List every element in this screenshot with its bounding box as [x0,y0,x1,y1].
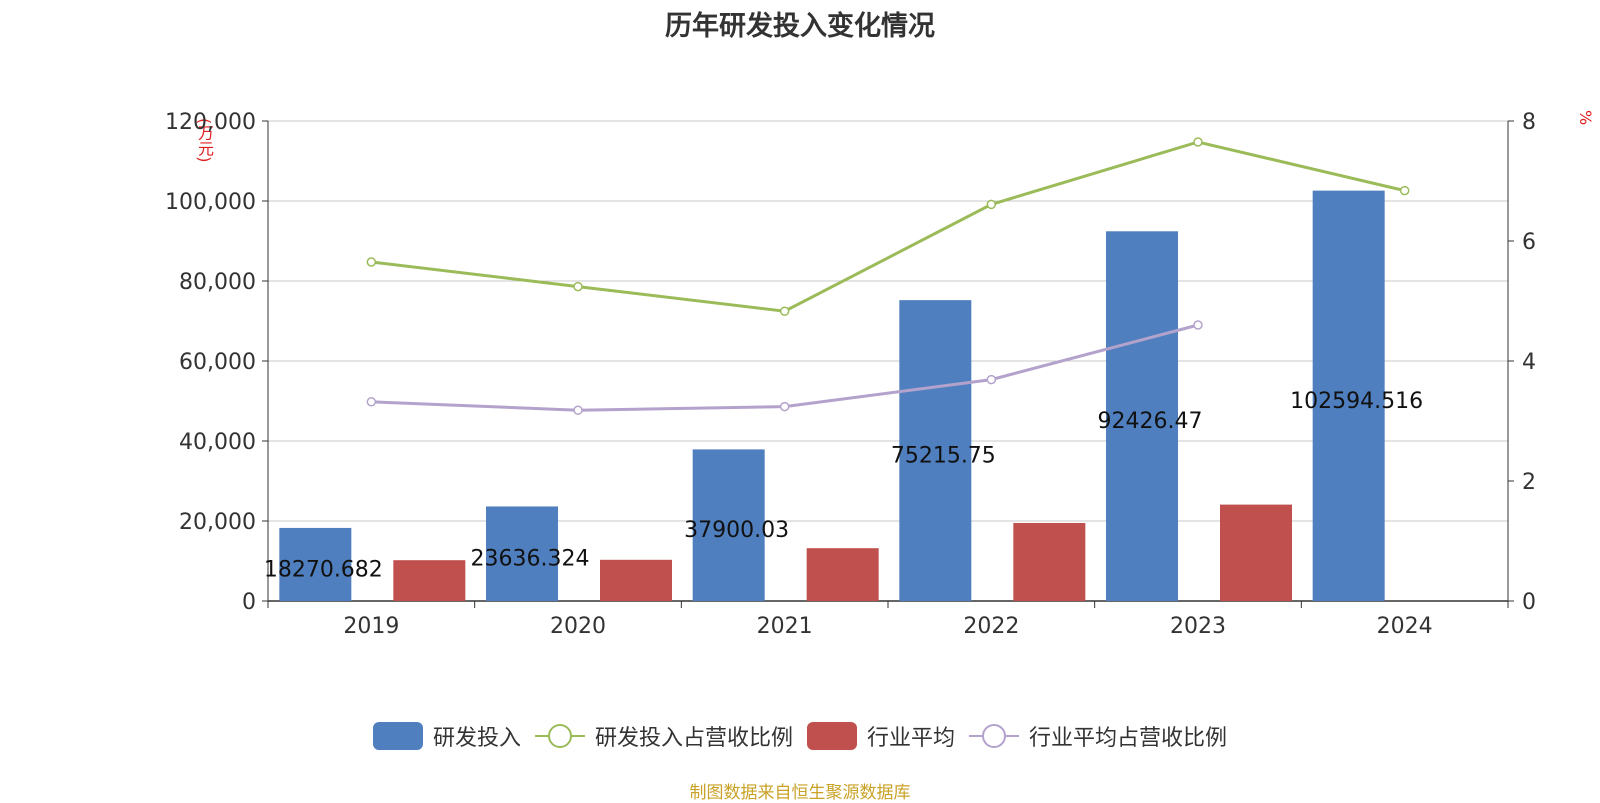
rd-investment-data-label: 37900.03 [684,518,789,543]
rd-investment-bar [279,527,352,601]
industry-average-bar [1013,523,1086,601]
x-axis-tick-label: 2022 [963,614,1019,639]
left-axis-tick-label: 120,000 [165,110,256,135]
rd-ratio-point [573,281,583,292]
rd-investment-bar [1106,231,1178,601]
chart-title: 历年研发投入变化情况 [665,11,935,42]
rd-investment-data-label: 102594.516 [1290,389,1423,414]
industry-ratio-point [1193,320,1203,330]
legend-label: 行业平均占营收比例 [1029,726,1228,751]
x-axis-tick-label: 2021 [757,614,813,639]
legend-item[interactable]: 研发投入占营收比例 [534,720,793,752]
rd-investment-data-label: 75215.75 [891,444,996,469]
legend-label: 行业平均 [867,726,956,751]
industry-ratio-point [779,401,790,412]
legend-item[interactable]: 行业平均占营收比例 [969,720,1227,752]
left-axis-tick-label: 100,000 [165,190,256,215]
rd-ratio-point [366,257,377,267]
left-axis-tick-label: 0 [242,590,256,615]
right-axis-tick-label: 4 [1522,350,1536,375]
legend-label: 研发投入 [432,726,521,751]
right-axis-tick-label: 2 [1522,470,1536,495]
legend-item[interactable]: 行业平均 [807,720,955,752]
right-axis-tick-label: 8 [1522,110,1536,135]
right-axis-tick-label: 6 [1522,230,1536,255]
rd-investment-bar [899,300,972,601]
left-axis-tick-label: 80,000 [179,270,256,295]
legend-label: 研发投入占营收比例 [594,726,793,751]
industry-average-bar [1220,504,1292,601]
rd-ratio-point [986,199,997,210]
industry-ratio-point [573,405,583,415]
right-axis-unit: % [1576,110,1595,126]
rd-ratio-point [779,306,790,316]
industry-ratio-line [371,323,1199,412]
left-axis-tick-label: 60,000 [179,350,256,375]
legend-item[interactable]: 研发投入 [372,720,521,752]
source-note: 制图数据来自恒生聚源数据库 [689,783,911,803]
rd-investment-data-label: 92426.47 [1098,409,1203,434]
legend-line-swatch [534,724,585,748]
x-axis-tick-label: 2020 [550,614,606,639]
x-axis-tick-label: 2023 [1170,614,1226,639]
x-axis-tick-label: 2024 [1377,614,1433,639]
x-axis-tick-label: 2019 [343,614,399,639]
industry-ratio-point [366,397,377,407]
left-axis-tick-label: 40,000 [179,430,256,455]
left-axis-tick-label: 20,000 [179,510,256,535]
rd-investment-bar [692,449,765,601]
industry-average-bar [806,548,879,601]
rd-investment-data-label: 23636.324 [471,547,590,572]
left-axis-unit: (万元) [195,118,214,163]
rd-ratio-point [1399,185,1410,196]
industry-ratio-point [986,374,997,385]
rd-ratio-line [371,140,1406,313]
legend-bar-swatch [807,722,857,750]
legend: 研发投入 研发投入占营收比例 行业平均 行业平均占营收比例 [0,720,1600,752]
legend-bar-swatch [372,722,423,750]
rd-investment-data-label: 18270.682 [264,557,383,582]
rd-investment-bar [486,506,558,601]
industry-average-bar [600,559,672,601]
right-axis-tick-label: 0 [1522,590,1536,615]
rd-ratio-point [1193,137,1203,147]
rd-investment-bar [1312,190,1385,601]
industry-average-bar [393,560,466,601]
legend-line-swatch [969,724,1020,748]
